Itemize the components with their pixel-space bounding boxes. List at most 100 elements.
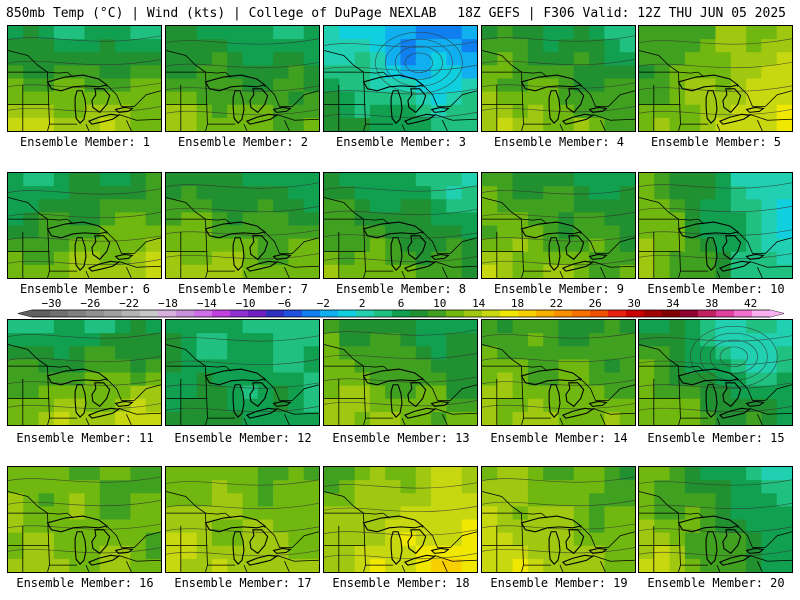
ensemble-member-panel[interactable] xyxy=(165,25,320,132)
colorbar-swatch xyxy=(122,310,140,317)
colorbar-tick-label: −10 xyxy=(236,297,256,310)
colorbar-swatch xyxy=(68,310,86,317)
ensemble-member-label: Ensemble Member: 6 xyxy=(6,282,164,296)
ensemble-member-label: Ensemble Member: 10 xyxy=(637,282,795,296)
colorbar-swatch xyxy=(734,310,752,317)
ensemble-member-label: Ensemble Member: 9 xyxy=(480,282,638,296)
ensemble-member-panel[interactable] xyxy=(7,25,162,132)
colorbar-swatch xyxy=(536,310,554,317)
colorbar-swatch xyxy=(518,310,536,317)
colorbar-swatch xyxy=(662,310,680,317)
ensemble-member-label: Ensemble Member: 16 xyxy=(6,576,164,590)
ensemble-member-label: Ensemble Member: 4 xyxy=(480,135,638,149)
ensemble-member-panel[interactable] xyxy=(481,172,636,279)
ensemble-member-label: Ensemble Member: 5 xyxy=(637,135,795,149)
temperature-map xyxy=(482,26,635,131)
colorbar-swatch xyxy=(608,310,626,317)
colorbar-swatch xyxy=(590,310,608,317)
colorbar-swatch xyxy=(428,310,446,317)
colorbar-tick-label: −30 xyxy=(41,297,61,310)
colorbar-tick-label: 38 xyxy=(705,297,718,310)
colorbar-swatch xyxy=(338,310,356,317)
ensemble-member-panel[interactable] xyxy=(165,466,320,573)
colorbar-swatch xyxy=(356,310,374,317)
temperature-map xyxy=(639,467,792,572)
colorbar-swatch xyxy=(320,310,338,317)
ensemble-member-panel[interactable] xyxy=(638,466,793,573)
colorbar-swatch xyxy=(698,310,716,317)
temperature-map xyxy=(324,26,477,131)
temperature-map xyxy=(482,467,635,572)
colorbar-swatch xyxy=(176,310,194,317)
ensemble-member-panel[interactable] xyxy=(481,466,636,573)
ensemble-member-label: Ensemble Member: 1 xyxy=(6,135,164,149)
colorbar-swatch xyxy=(32,310,50,317)
colorbar-tick-label: −2 xyxy=(317,297,330,310)
colorbar-swatch xyxy=(392,310,410,317)
colorbar-tick-label: 2 xyxy=(359,297,366,310)
colorbar-tick-label: −26 xyxy=(80,297,100,310)
colorbar-swatch xyxy=(194,310,212,317)
ensemble-member-panel[interactable] xyxy=(481,319,636,426)
ensemble-member-panel[interactable] xyxy=(638,25,793,132)
temperature-map xyxy=(8,26,161,131)
ensemble-member-panel[interactable] xyxy=(323,172,478,279)
colorbar-tick-label: 30 xyxy=(627,297,640,310)
ensemble-member-label: Ensemble Member: 11 xyxy=(6,431,164,445)
model-run-valid-time: 18Z GEFS | F306 Valid: 12Z THU JUN 05 20… xyxy=(457,6,786,22)
colorbar-tick-label: 42 xyxy=(744,297,757,310)
colorbar-tick-label: −22 xyxy=(119,297,139,310)
colorbar-tick-label: 26 xyxy=(589,297,602,310)
colorbar-swatch xyxy=(716,310,734,317)
colorbar-swatch xyxy=(554,310,572,317)
ensemble-member-label: Ensemble Member: 17 xyxy=(164,576,322,590)
colorbar-swatch xyxy=(266,310,284,317)
ensemble-member-label: Ensemble Member: 3 xyxy=(322,135,480,149)
ensemble-member-panel[interactable] xyxy=(638,172,793,279)
colorbar-swatch xyxy=(752,310,770,317)
temperature-colorbar: −30 −26 −22 −18 −14 −10 −6 −2 2 6 10 14 18 22 26 30 34 38… xyxy=(12,297,790,321)
colorbar-tick-label: 14 xyxy=(472,297,486,310)
ensemble-member-panel[interactable] xyxy=(7,466,162,573)
temperature-map xyxy=(482,173,635,278)
colorbar-swatch xyxy=(572,310,590,317)
colorbar-tick-label: 34 xyxy=(666,297,680,310)
ensemble-member-panel[interactable] xyxy=(638,319,793,426)
colorbar-swatch xyxy=(446,310,464,317)
ensemble-member-label: Ensemble Member: 20 xyxy=(637,576,795,590)
colorbar-swatch xyxy=(284,310,302,317)
colorbar-tick-label: −14 xyxy=(197,297,217,310)
ensemble-member-label: Ensemble Member: 8 xyxy=(322,282,480,296)
ensemble-member-panel[interactable] xyxy=(323,319,478,426)
colorbar-swatch xyxy=(302,310,320,317)
ensemble-member-label: Ensemble Member: 7 xyxy=(164,282,322,296)
colorbar-swatch xyxy=(410,310,428,317)
colorbar-swatch xyxy=(212,310,230,317)
ensemble-member-panel[interactable] xyxy=(323,25,478,132)
colorbar-high-arrow xyxy=(770,310,784,317)
colorbar-swatch xyxy=(644,310,662,317)
ensemble-member-panel[interactable] xyxy=(323,466,478,573)
temperature-map xyxy=(8,320,161,425)
temperature-map xyxy=(324,467,477,572)
ensemble-member-panel[interactable] xyxy=(165,319,320,426)
colorbar-swatch xyxy=(500,310,518,317)
colorbar-swatch xyxy=(374,310,392,317)
colorbar-low-arrow xyxy=(18,310,32,317)
ensemble-member-label: Ensemble Member: 13 xyxy=(322,431,480,445)
ensemble-member-panel[interactable] xyxy=(7,172,162,279)
ensemble-member-label: Ensemble Member: 19 xyxy=(480,576,638,590)
ensemble-member-panel[interactable] xyxy=(165,172,320,279)
colorbar-swatch xyxy=(230,310,248,317)
ensemble-member-label: Ensemble Member: 18 xyxy=(322,576,480,590)
colorbar-swatch xyxy=(482,310,500,317)
colorbar-tick-label: −6 xyxy=(278,297,291,310)
ensemble-member-panel[interactable] xyxy=(7,319,162,426)
colorbar-swatch xyxy=(626,310,644,317)
colorbar-swatch xyxy=(248,310,266,317)
colorbar-tick-label: 18 xyxy=(511,297,524,310)
temperature-map xyxy=(324,320,477,425)
ensemble-member-panel[interactable] xyxy=(481,25,636,132)
ensemble-member-label: Ensemble Member: 2 xyxy=(164,135,322,149)
temperature-map xyxy=(639,26,792,131)
